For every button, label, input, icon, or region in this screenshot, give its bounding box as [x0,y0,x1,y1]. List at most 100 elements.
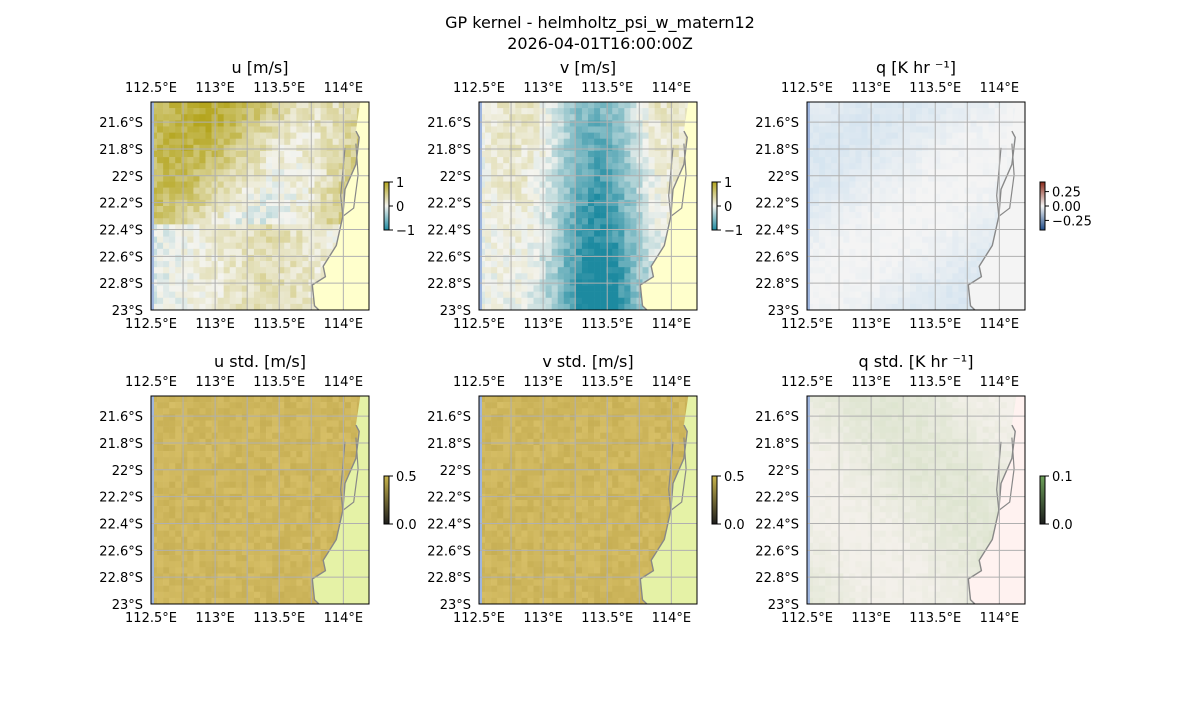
lat-tick-label: 22.6°S [427,250,471,265]
lon-tick-label-top: 112.5°E [781,375,833,390]
lat-tick-label: 22°S [440,170,471,185]
lat-tick-label: 22.4°S [755,517,799,532]
lon-tick-label-top: 113°E [523,81,563,96]
lat-tick-label: 22.2°S [99,491,143,506]
colorbar [384,476,389,524]
colorbar-tick-label: −1 [724,224,743,239]
lat-tick-label: 22.8°S [755,277,799,292]
lon-tick-label-top: 114°E [324,375,364,390]
lat-tick-label: 22.4°S [427,223,471,238]
figure-subtitle: 2026-04-01T16:00:00Z [507,34,693,53]
colorbar [712,182,717,230]
lon-tick-label-bottom: 114°E [652,611,692,626]
map-panel-qstd: q std. [K hr ⁻¹]112.5°E112.5°E113°E113°E… [755,352,1072,626]
lon-tick-label-top: 113°E [523,375,563,390]
lat-tick-label: 22.4°S [99,517,143,532]
lon-tick-label-bottom: 112.5°E [125,611,177,626]
lat-tick-label: 21.8°S [427,143,471,158]
lon-tick-label-bottom: 113°E [195,317,235,332]
colorbar-tick-label: 1 [396,176,404,191]
colorbar-tick-label: −0.25 [1052,214,1092,229]
lat-tick-label: 21.8°S [755,143,799,158]
lat-tick-label: 23°S [112,598,143,613]
lon-tick-label-top: 112.5°E [781,81,833,96]
colorbar [1040,182,1045,230]
panel-title: u std. [m/s] [214,352,306,371]
lat-tick-label: 22.8°S [427,277,471,292]
lon-tick-label-bottom: 113°E [851,317,891,332]
lon-tick-label-bottom: 114°E [652,317,692,332]
lon-tick-label-top: 112.5°E [125,81,177,96]
lat-tick-label: 21.6°S [755,410,799,425]
lat-tick-label: 22°S [768,464,799,479]
lon-tick-label-bottom: 114°E [980,611,1020,626]
lon-tick-label-top: 113.5°E [581,81,633,96]
lat-tick-label: 21.8°S [99,437,143,452]
lon-tick-label-top: 113°E [851,375,891,390]
lon-tick-label-bottom: 113.5°E [909,611,961,626]
lon-tick-label-bottom: 112.5°E [453,611,505,626]
colorbar-tick-label: 0.25 [1052,186,1081,201]
lat-tick-label: 22.4°S [755,223,799,238]
lon-tick-label-bottom: 113.5°E [581,611,633,626]
lat-tick-label: 22.8°S [427,571,471,586]
lat-tick-label: 22.8°S [99,277,143,292]
lat-tick-label: 22.4°S [427,517,471,532]
map-panel-ustd: u std. [m/s] 112.5°E 112.5°E 113°E 113°E 113.… [99,352,416,626]
map-panel-v: v [m/s]112.5°E112.5°E113°E113°E113.5°E11… [427,58,743,332]
lat-tick-label: 23°S [440,598,471,613]
lat-tick-label: 22.6°S [99,250,143,265]
lat-tick-label: 22.6°S [755,544,799,559]
colorbar-tick-label: 0.0 [1052,518,1073,533]
colorbar [712,476,717,524]
lon-tick-label-top: 113°E [195,81,235,96]
map-panel-vstd: v std. [m/s]112.5°E112.5°E113°E113°E113.… [427,352,744,626]
lon-tick-label-top: 114°E [980,81,1020,96]
panel-title: u [m/s] [231,58,288,77]
lat-tick-label: 22.4°S [99,223,143,238]
lat-tick-label: 23°S [768,304,799,319]
colorbar [384,182,389,230]
lat-tick-label: 22.6°S [427,544,471,559]
lon-tick-label-bottom: 113.5°E [909,317,961,332]
panel-title: v [m/s] [560,58,616,77]
lon-tick-label-bottom: 113.5°E [253,611,305,626]
lon-tick-label-bottom: 114°E [324,611,364,626]
lon-tick-label-bottom: 113.5°E [253,317,305,332]
lon-tick-label-top: 113.5°E [909,81,961,96]
lat-tick-label: 21.6°S [427,116,471,131]
colorbar-tick-label: 0.1 [1052,470,1073,485]
colorbar [1040,476,1045,524]
lon-tick-label-top: 112.5°E [125,375,177,390]
colorbar-tick-label: 0.5 [724,470,745,485]
lon-tick-label-top: 113.5°E [253,375,305,390]
lat-tick-label: 22.8°S [99,571,143,586]
colorbar-tick-label: 1 [724,176,732,191]
lat-tick-label: 22°S [768,170,799,185]
lat-tick-label: 22°S [112,170,143,185]
figure-title: GP kernel - helmholtz_psi_w_matern12 [445,13,755,33]
lon-tick-label-top: 114°E [324,81,364,96]
lon-tick-label-top: 112.5°E [453,375,505,390]
panel-title: v std. [m/s] [542,352,633,371]
map-panel-q: q [K hr ⁻¹]112.5°E112.5°E113°E113°E113.5… [755,58,1092,332]
lat-tick-label: 22.2°S [427,491,471,506]
lat-tick-label: 21.6°S [427,410,471,425]
lat-tick-label: 22.8°S [755,571,799,586]
lat-tick-label: 23°S [440,304,471,319]
lat-tick-label: 22.2°S [755,197,799,212]
lon-tick-label-bottom: 113°E [195,611,235,626]
lon-tick-label-top: 113°E [195,375,235,390]
lon-tick-label-top: 114°E [652,81,692,96]
lon-tick-label-top: 112.5°E [453,81,505,96]
lat-tick-label: 22°S [112,464,143,479]
colorbar-tick-label: 0 [396,200,404,215]
lat-tick-label: 21.8°S [427,437,471,452]
lon-tick-label-bottom: 114°E [324,317,364,332]
lon-tick-label-top: 113.5°E [581,375,633,390]
lon-tick-label-top: 114°E [980,375,1020,390]
lat-tick-label: 22.2°S [755,491,799,506]
panel-title: q [K hr ⁻¹] [876,58,956,77]
lat-tick-label: 21.6°S [99,410,143,425]
